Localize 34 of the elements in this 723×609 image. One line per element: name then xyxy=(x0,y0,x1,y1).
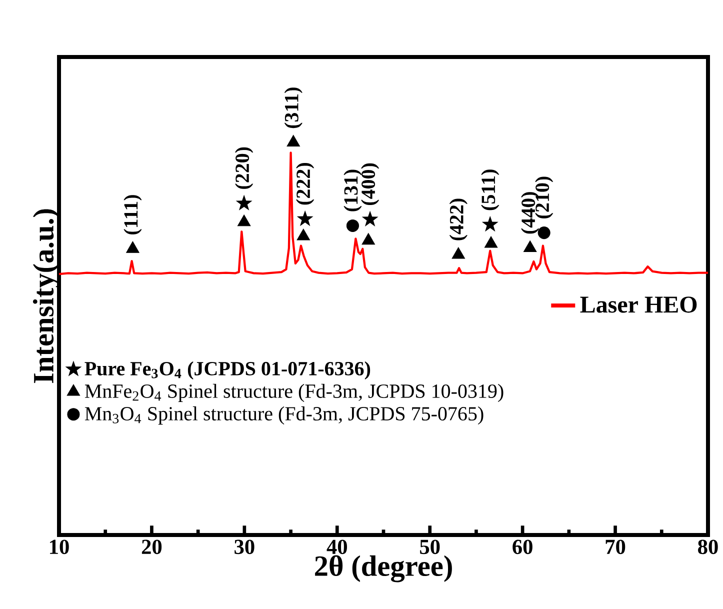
annotation: (511) xyxy=(481,170,500,210)
x-tick-label: 80 xyxy=(698,540,718,554)
x-tick-label: 40 xyxy=(326,540,347,554)
x-tick-label: 20 xyxy=(142,540,162,554)
point xyxy=(237,214,251,226)
annotation: (311) xyxy=(284,88,302,128)
point xyxy=(126,241,140,253)
point xyxy=(362,210,378,226)
x-tick-label: 70 xyxy=(606,540,626,554)
annotation: (222) xyxy=(296,163,314,205)
annotation: (400) xyxy=(361,163,380,205)
legend-label: Mn$_{3}$O$_{4}$ Spinel structure (Fd-3m, JCPDS 75-0765) xyxy=(84,406,484,425)
annotation: (111) xyxy=(124,195,142,234)
x-tick-label: 30 xyxy=(234,540,254,554)
x-axis-title: 2θ (degree) xyxy=(315,555,452,582)
point xyxy=(236,194,252,210)
y-axis-title: Intensity(a.u.) xyxy=(32,209,60,384)
legend-label: Pure Fe$_{3}$O$_{4}$ (JCPDS 01-071-6336) xyxy=(84,361,370,380)
point xyxy=(296,228,310,240)
x-tick-label: 60 xyxy=(512,540,532,554)
x-tick-label: 10 xyxy=(50,540,69,554)
point xyxy=(346,219,359,232)
legend-label: MnFe$_{2}$O$_{4}$ Spinel structure (Fd-3m, JCPDS 10-0319) xyxy=(84,384,504,402)
annotation: (131) xyxy=(344,170,362,212)
point xyxy=(484,236,498,248)
point xyxy=(523,240,537,252)
point xyxy=(362,233,376,245)
x-tick-label: 50 xyxy=(420,540,440,554)
point xyxy=(482,216,498,232)
annotation: (422) xyxy=(449,198,468,240)
point xyxy=(452,247,466,259)
point xyxy=(296,210,314,226)
legend-label: Laser HEO xyxy=(580,296,697,313)
annotation: (220) xyxy=(235,147,254,189)
